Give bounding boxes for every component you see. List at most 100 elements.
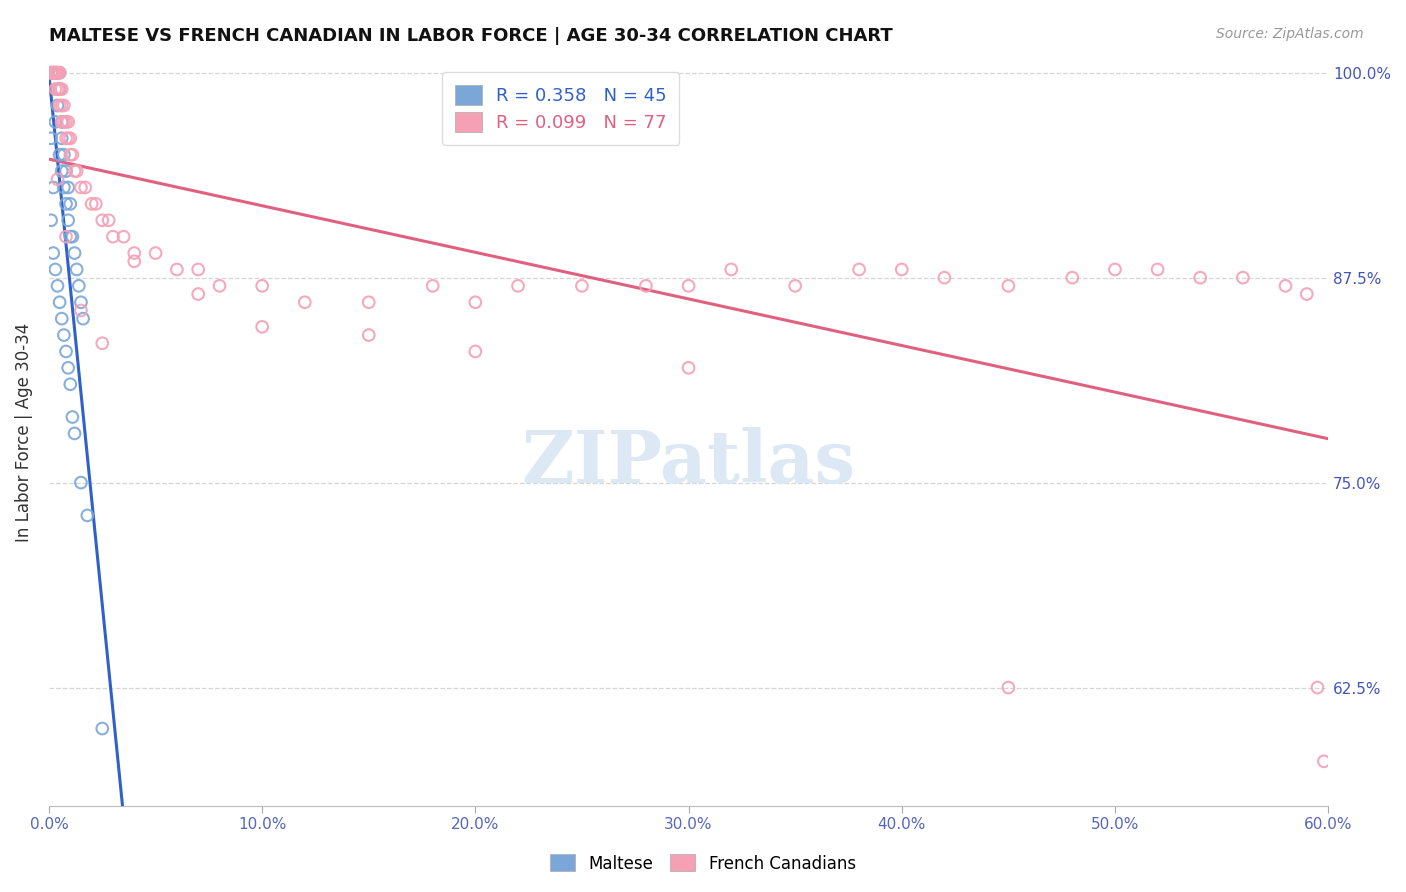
Point (890, 262, 912, 277)
Point (51, 115, 73, 129)
Point (101, 229, 124, 244)
Point (250, 278, 273, 293)
Point (66, 262, 89, 277)
Point (122, 246, 145, 260)
Point (997, 278, 1019, 293)
Point (44, 66, 66, 80)
Point (44, 66, 66, 80)
Y-axis label: In Labor Force | Age 30-34: In Labor Force | Age 30-34 (15, 323, 32, 542)
Point (1306, 681, 1329, 695)
Point (55, 197, 77, 211)
Point (250, 319, 273, 334)
Point (42, 66, 65, 80)
Point (67, 278, 90, 293)
Point (75, 180, 97, 194)
Point (48, 82, 70, 96)
Point (634, 278, 657, 293)
Point (39, 131, 62, 145)
Point (46, 66, 69, 80)
Point (39, 213, 62, 227)
Point (44, 66, 66, 80)
Point (46, 98, 69, 112)
Point (357, 328, 380, 343)
Point (59, 229, 82, 244)
Point (294, 295, 316, 310)
Point (187, 287, 209, 301)
Point (56, 180, 79, 194)
Point (62, 229, 84, 244)
Point (208, 278, 231, 293)
Point (48, 295, 70, 310)
Point (46, 82, 69, 96)
Point (56, 360, 79, 375)
Legend: R = 0.358   N = 45, R = 0.099   N = 77: R = 0.358 N = 45, R = 0.099 N = 77 (441, 72, 679, 145)
Point (42, 66, 65, 80)
Point (59, 377, 82, 392)
Point (46, 278, 69, 293)
Point (44, 115, 66, 129)
Point (145, 246, 167, 260)
Point (55, 115, 77, 129)
Point (70, 295, 93, 310)
Point (84, 197, 107, 211)
Point (44, 66, 66, 80)
Point (506, 278, 529, 293)
Point (56, 131, 79, 145)
Point (997, 681, 1019, 695)
Point (1295, 287, 1317, 301)
Point (571, 278, 593, 293)
Point (44, 66, 66, 80)
Point (70, 303, 93, 318)
Point (55, 131, 77, 145)
Point (59, 197, 82, 211)
Point (59, 131, 82, 145)
Text: ZIPatlas: ZIPatlas (522, 427, 856, 498)
Point (464, 295, 486, 310)
Point (56, 213, 79, 227)
Point (52, 147, 75, 161)
Point (48, 66, 70, 80)
Point (55, 344, 77, 359)
Point (59, 147, 82, 161)
Point (934, 270, 956, 285)
Point (1104, 262, 1126, 277)
Point (62, 410, 84, 425)
Point (51, 115, 73, 129)
Point (42, 66, 65, 80)
Point (1062, 270, 1084, 285)
Point (46, 66, 69, 80)
Point (48, 147, 70, 161)
Point (51, 82, 73, 96)
Point (66, 164, 89, 178)
Point (52, 115, 75, 129)
Point (52, 98, 75, 112)
Point (848, 262, 870, 277)
Point (1146, 262, 1168, 277)
Point (55, 164, 77, 178)
Text: Source: ZipAtlas.com: Source: ZipAtlas.com (1216, 27, 1364, 41)
Point (112, 229, 135, 244)
Point (56, 115, 79, 129)
Point (48, 98, 70, 112)
Point (39, 66, 62, 80)
Point (52, 180, 75, 194)
Legend: Maltese, French Canadians: Maltese, French Canadians (544, 847, 862, 880)
Point (42, 246, 65, 260)
Point (42, 66, 65, 80)
Point (91, 213, 114, 227)
Text: MALTESE VS FRENCH CANADIAN IN LABOR FORCE | AGE 30-34 CORRELATION CHART: MALTESE VS FRENCH CANADIAN IN LABOR FORC… (49, 27, 893, 45)
Point (91, 722, 114, 736)
Point (51, 311, 73, 326)
Point (55, 229, 77, 244)
Point (44, 82, 66, 96)
Point (1189, 270, 1212, 285)
Point (46, 172, 69, 186)
Point (62, 147, 84, 161)
Point (785, 278, 807, 293)
Point (464, 344, 486, 359)
Point (72, 311, 94, 326)
Point (51, 131, 73, 145)
Point (720, 262, 742, 277)
Point (44, 262, 66, 277)
Point (1232, 270, 1254, 285)
